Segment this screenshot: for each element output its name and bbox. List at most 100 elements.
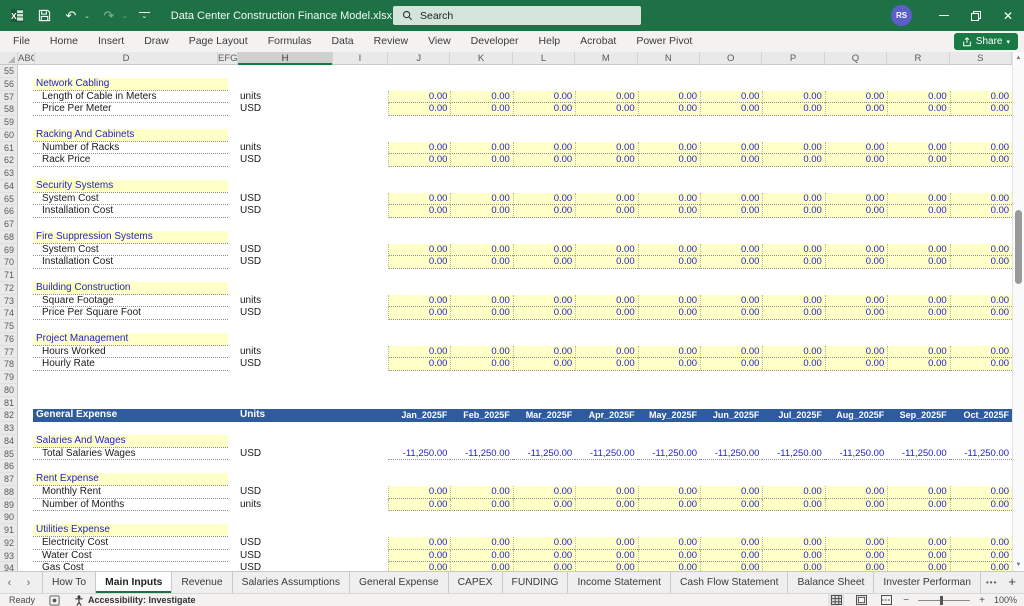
row-number-78[interactable]: 78	[0, 358, 18, 371]
vertical-scrollbar[interactable]: ▲ ▼	[1012, 52, 1024, 571]
value-cell-may_2025f[interactable]: 0.00	[638, 244, 700, 257]
value-cell-jul_2025f[interactable]: 0.00	[762, 103, 824, 116]
value-cell-aug_2025f[interactable]: 0.00	[825, 346, 887, 359]
column-header-j[interactable]: J	[388, 52, 450, 65]
value-cell-sep_2025f[interactable]: 0.00	[887, 142, 949, 155]
record-macro-icon[interactable]	[49, 595, 60, 606]
zoom-level[interactable]: 100%	[994, 595, 1017, 605]
ribbon-tab-home[interactable]: Home	[40, 31, 88, 52]
ribbon-tab-review[interactable]: Review	[364, 31, 418, 52]
value-cell-jun_2025f[interactable]: 0.00	[700, 562, 762, 571]
user-avatar[interactable]: RS	[891, 5, 912, 26]
row-number-60[interactable]: 60	[0, 129, 18, 142]
row-number-83[interactable]: 83	[0, 422, 18, 435]
value-cell-jul_2025f[interactable]: 0.00	[762, 295, 824, 308]
row-number-70[interactable]: 70	[0, 256, 18, 269]
sheet-tab-balance-sheet[interactable]: Balance Sheet	[788, 572, 874, 593]
unit-cell[interactable]: USD	[240, 448, 315, 461]
ribbon-tab-formulas[interactable]: Formulas	[258, 31, 322, 52]
value-cell-jul_2025f[interactable]: 0.00	[762, 193, 824, 206]
value-cell-feb_2025f[interactable]: 0.00	[450, 358, 512, 371]
unit-cell[interactable]: USD	[240, 154, 315, 167]
value-cell-jun_2025f[interactable]: 0.00	[700, 486, 762, 499]
value-cell-jul_2025f[interactable]: 0.00	[762, 562, 824, 571]
value-cell-jan_2025f[interactable]: 0.00	[388, 91, 450, 104]
value-cell-jan_2025f[interactable]: 0.00	[388, 307, 450, 320]
row-number-67[interactable]: 67	[0, 218, 18, 231]
row-label-cell[interactable]: Number of Months	[33, 499, 228, 512]
value-cell-oct_2025f[interactable]: -11,250.00	[950, 448, 1012, 461]
column-header-k[interactable]: K	[450, 52, 512, 65]
column-header-abc[interactable]: ABC	[18, 52, 35, 65]
value-cell-apr_2025f[interactable]: 0.00	[575, 91, 637, 104]
value-cell-jul_2025f[interactable]: 0.00	[762, 142, 824, 155]
column-header-s[interactable]: S	[950, 52, 1012, 65]
section-header-cell[interactable]: Project Management	[33, 333, 228, 346]
ribbon-tab-help[interactable]: Help	[529, 31, 571, 52]
value-cell-apr_2025f[interactable]: 0.00	[575, 205, 637, 218]
value-cell-jan_2025f[interactable]: 0.00	[388, 486, 450, 499]
ribbon-tab-page-layout[interactable]: Page Layout	[179, 31, 258, 52]
value-cell-aug_2025f[interactable]: 0.00	[825, 537, 887, 550]
value-cell-may_2025f[interactable]: 0.00	[638, 154, 700, 167]
value-cell-mar_2025f[interactable]: 0.00	[513, 103, 575, 116]
zoom-in-button[interactable]: +	[979, 595, 985, 606]
unit-cell[interactable]: USD	[240, 103, 315, 116]
value-cell-aug_2025f[interactable]: 0.00	[825, 307, 887, 320]
value-cell-may_2025f[interactable]: 0.00	[638, 193, 700, 206]
value-cell-mar_2025f[interactable]: 0.00	[513, 91, 575, 104]
value-cell-oct_2025f[interactable]: 0.00	[950, 244, 1012, 257]
value-cell-apr_2025f[interactable]: 0.00	[575, 562, 637, 571]
value-cell-jan_2025f[interactable]: 0.00	[388, 295, 450, 308]
unit-cell[interactable]: units	[240, 142, 315, 155]
value-cell-mar_2025f[interactable]: 0.00	[513, 256, 575, 269]
value-cell-oct_2025f[interactable]: 0.00	[950, 537, 1012, 550]
accessibility-status[interactable]: Accessibility: Investigate	[88, 595, 196, 605]
row-number-89[interactable]: 89	[0, 499, 18, 512]
scroll-up-icon[interactable]: ▲	[1013, 52, 1024, 64]
value-cell-aug_2025f[interactable]: 0.00	[825, 91, 887, 104]
row-number-58[interactable]: 58	[0, 103, 18, 116]
value-cell-apr_2025f[interactable]: 0.00	[575, 537, 637, 550]
row-number-79[interactable]: 79	[0, 371, 18, 384]
value-cell-jul_2025f[interactable]: 0.00	[762, 307, 824, 320]
row-number-62[interactable]: 62	[0, 154, 18, 167]
value-cell-oct_2025f[interactable]: 0.00	[950, 142, 1012, 155]
value-cell-may_2025f[interactable]: 0.00	[638, 307, 700, 320]
unit-cell[interactable]: USD	[240, 193, 315, 206]
value-cell-jan_2025f[interactable]: 0.00	[388, 346, 450, 359]
month-header-jun_2025f[interactable]: Jun_2025F	[700, 409, 762, 422]
row-label-cell[interactable]: Total Salaries Wages	[33, 448, 228, 461]
column-header-o[interactable]: O	[700, 52, 762, 65]
column-header-l[interactable]: L	[513, 52, 575, 65]
value-cell-aug_2025f[interactable]: 0.00	[825, 499, 887, 512]
value-cell-sep_2025f[interactable]: 0.00	[887, 562, 949, 571]
value-cell-sep_2025f[interactable]: 0.00	[887, 550, 949, 563]
sheet-tab-salaries-assumptions[interactable]: Salaries Assumptions	[233, 572, 350, 593]
value-cell-apr_2025f[interactable]: 0.00	[575, 244, 637, 257]
value-cell-oct_2025f[interactable]: 0.00	[950, 256, 1012, 269]
row-number-81[interactable]: 81	[0, 397, 18, 410]
page-layout-view-icon[interactable]	[853, 594, 869, 606]
value-cell-feb_2025f[interactable]: 0.00	[450, 307, 512, 320]
select-all-corner[interactable]	[0, 52, 18, 65]
value-cell-feb_2025f[interactable]: 0.00	[450, 346, 512, 359]
value-cell-oct_2025f[interactable]: 0.00	[950, 154, 1012, 167]
row-label-cell[interactable]: Price Per Square Foot	[33, 307, 228, 320]
value-cell-sep_2025f[interactable]: 0.00	[887, 499, 949, 512]
column-header-efg[interactable]: EFG	[218, 52, 238, 65]
value-cell-may_2025f[interactable]: 0.00	[638, 142, 700, 155]
row-number-94[interactable]: 94	[0, 562, 18, 571]
value-cell-may_2025f[interactable]: -11,250.00	[638, 448, 700, 461]
value-cell-jun_2025f[interactable]: 0.00	[700, 256, 762, 269]
value-cell-aug_2025f[interactable]: 0.00	[825, 142, 887, 155]
ribbon-tab-insert[interactable]: Insert	[88, 31, 134, 52]
value-cell-oct_2025f[interactable]: 0.00	[950, 550, 1012, 563]
value-cell-oct_2025f[interactable]: 0.00	[950, 193, 1012, 206]
row-label-cell[interactable]: Length of Cable in Meters	[33, 91, 228, 104]
value-cell-oct_2025f[interactable]: 0.00	[950, 358, 1012, 371]
value-cell-jan_2025f[interactable]: 0.00	[388, 550, 450, 563]
ribbon-tab-view[interactable]: View	[418, 31, 461, 52]
value-cell-jan_2025f[interactable]: 0.00	[388, 205, 450, 218]
minimize-button[interactable]	[928, 0, 960, 31]
